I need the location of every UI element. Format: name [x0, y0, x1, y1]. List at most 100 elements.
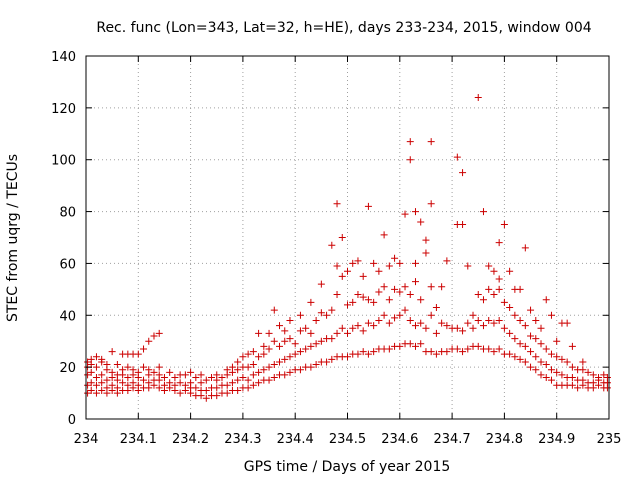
data-point — [317, 337, 325, 345]
data-point — [344, 267, 351, 275]
data-point — [281, 355, 289, 363]
data-point — [375, 288, 383, 296]
data-point — [87, 386, 95, 394]
data-point — [506, 304, 514, 312]
data-point — [511, 311, 519, 319]
data-point — [228, 379, 236, 387]
x-tick-label: 234.9 — [538, 432, 575, 447]
data-point — [495, 345, 503, 353]
data-point — [87, 368, 95, 376]
data-point — [359, 348, 367, 356]
data-point — [422, 236, 430, 244]
data-point — [312, 361, 320, 369]
data-point — [286, 335, 294, 343]
data-point — [160, 374, 168, 382]
data-point — [527, 306, 535, 314]
data-point — [495, 285, 503, 293]
data-point — [380, 283, 388, 291]
data-point — [432, 350, 440, 358]
data-point — [92, 374, 100, 382]
data-point — [370, 322, 378, 330]
data-point — [113, 361, 121, 369]
data-point — [328, 241, 336, 249]
data-point — [516, 285, 524, 293]
data-point — [380, 311, 388, 319]
y-tick-labels: 0 20 40 60 80 100 120 140 — [51, 50, 76, 428]
y-tick-label: 0 — [68, 413, 76, 428]
data-point — [166, 368, 174, 376]
data-point — [511, 335, 519, 343]
data-point — [459, 348, 467, 356]
data-point — [464, 319, 472, 327]
data-point — [411, 259, 419, 267]
data-point — [255, 329, 263, 337]
data-point — [239, 353, 247, 361]
data-point — [223, 389, 231, 397]
data-point — [427, 283, 435, 291]
data-point — [328, 306, 336, 314]
data-point — [338, 234, 346, 241]
data-point — [197, 371, 205, 379]
data-point — [354, 291, 362, 299]
data-point — [328, 355, 336, 363]
data-point — [521, 342, 529, 350]
x-tick-labels: 234 234.1 234.2 234.3 234.4 234.5 234.6 234.7 23… — [74, 432, 622, 447]
data-point — [370, 348, 378, 356]
data-point — [485, 262, 493, 270]
data-point — [129, 366, 137, 374]
data-point — [255, 379, 263, 387]
data-point — [547, 366, 555, 374]
data-point — [187, 379, 195, 387]
data-point — [244, 384, 252, 392]
data-point — [553, 337, 561, 345]
data-point — [150, 332, 158, 340]
data-point — [589, 371, 597, 379]
data-point — [244, 376, 252, 384]
data-point — [364, 319, 372, 327]
data-point — [119, 366, 127, 374]
data-point — [103, 361, 111, 369]
data-point — [286, 316, 294, 324]
data-point — [506, 350, 514, 358]
data-point — [265, 376, 273, 384]
data-point — [532, 335, 540, 343]
data-point — [603, 374, 611, 382]
data-point — [563, 319, 571, 327]
data-point — [307, 329, 315, 337]
data-point — [192, 384, 200, 392]
y-tick-label: 100 — [51, 154, 76, 169]
data-point — [113, 384, 121, 392]
data-point — [223, 381, 231, 389]
data-point — [354, 322, 362, 330]
data-point — [344, 329, 351, 337]
data-point — [542, 361, 550, 369]
data-point — [249, 381, 257, 389]
data-point — [359, 293, 367, 301]
y-tick-label: 60 — [59, 257, 76, 272]
data-point — [453, 324, 461, 332]
data-point — [411, 208, 419, 216]
data-point — [265, 329, 273, 337]
data-point — [490, 267, 498, 275]
data-point — [432, 304, 440, 312]
data-point — [438, 319, 446, 327]
data-point — [124, 374, 132, 382]
data-point — [84, 381, 92, 389]
data-point — [98, 386, 106, 394]
data-point — [506, 267, 514, 275]
data-point — [276, 342, 284, 350]
data-point — [417, 218, 425, 226]
data-point — [432, 329, 440, 337]
data-point — [150, 368, 158, 376]
data-point — [296, 348, 304, 356]
data-point — [479, 296, 487, 304]
data-point — [312, 316, 320, 324]
data-point — [98, 379, 106, 387]
data-point — [349, 324, 357, 332]
data-point — [338, 324, 346, 332]
x-axis-label: GPS time / Days of year 2015 — [244, 459, 451, 475]
data-point — [411, 278, 419, 286]
data-point — [119, 379, 127, 387]
data-point — [563, 358, 571, 366]
